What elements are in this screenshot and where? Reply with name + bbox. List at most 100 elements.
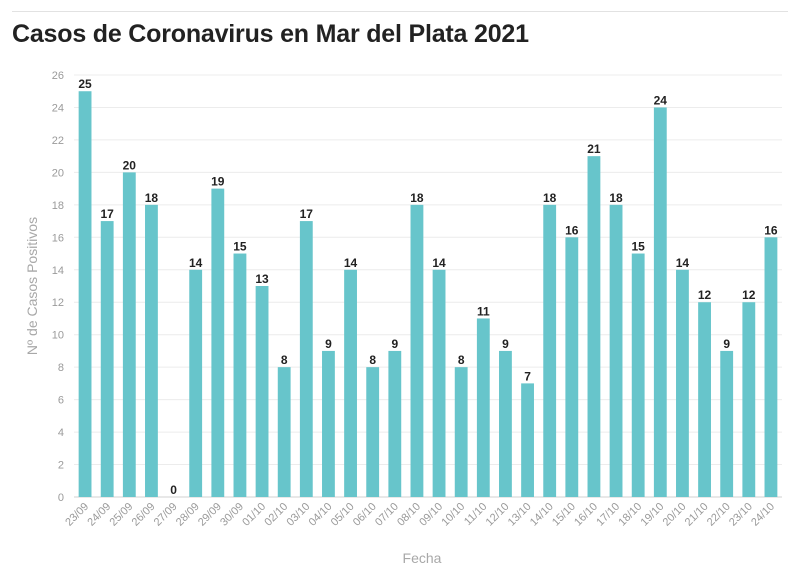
bar [432, 269, 446, 497]
y-tick-label: 0 [58, 492, 64, 504]
bar [255, 286, 269, 497]
bar [454, 367, 468, 497]
data-label: 0 [170, 483, 177, 497]
bar [277, 367, 291, 497]
bar [543, 204, 557, 497]
data-label: 11 [477, 304, 490, 318]
y-tick-label: 20 [52, 167, 64, 179]
top-divider [12, 11, 788, 12]
data-label: 14 [344, 256, 358, 270]
y-tick-label: 22 [52, 135, 64, 147]
x-tick-label: 30/09 [218, 501, 246, 529]
x-tick-label: 18/10 [616, 501, 644, 529]
x-tick-label: 24/10 [749, 501, 777, 529]
x-tick-label: 14/10 [528, 501, 556, 529]
x-tick-label: 03/10 [284, 501, 312, 529]
x-tick-label: 19/10 [638, 501, 666, 529]
data-label: 7 [524, 369, 531, 383]
data-label: 8 [369, 353, 376, 367]
data-label: 9 [391, 337, 398, 351]
data-label: 14 [189, 256, 203, 270]
x-tick-label: 06/10 [351, 501, 379, 529]
y-tick-label: 24 [52, 102, 64, 114]
y-tick-label: 26 [52, 70, 64, 82]
bar [100, 221, 114, 498]
data-label: 17 [101, 207, 115, 221]
x-tick-label: 10/10 [439, 501, 467, 529]
bar [233, 253, 247, 497]
bar [366, 367, 380, 497]
x-tick-label: 09/10 [417, 501, 445, 529]
data-label: 18 [609, 191, 623, 205]
x-tick-label: 26/09 [130, 501, 158, 529]
y-tick-label: 8 [58, 362, 64, 374]
y-tick-label: 18 [52, 200, 64, 212]
bar [388, 350, 402, 497]
chart-title: Casos de Coronavirus en Mar del Plata 20… [12, 20, 529, 48]
x-tick-label: 05/10 [329, 501, 357, 529]
bar [521, 383, 534, 497]
x-tick-label: 01/10 [240, 501, 268, 529]
bar [211, 188, 225, 497]
x-tick-label: 13/10 [506, 501, 534, 529]
y-tick-label: 14 [52, 265, 64, 277]
bar [609, 204, 623, 497]
bar [764, 237, 778, 498]
data-label: 15 [632, 240, 646, 254]
bar [631, 253, 645, 497]
bar [676, 269, 689, 497]
data-label: 15 [233, 240, 247, 254]
x-tick-label: 21/10 [683, 501, 711, 529]
data-label: 18 [410, 191, 424, 205]
y-tick-label: 10 [52, 330, 64, 342]
x-tick-label: 20/10 [661, 501, 689, 529]
y-tick-label: 12 [52, 297, 64, 309]
data-label: 14 [432, 256, 446, 270]
bar [299, 221, 313, 498]
bar [565, 237, 579, 498]
x-tick-label: 08/10 [395, 501, 423, 529]
bar [499, 350, 512, 497]
data-label: 13 [255, 272, 269, 286]
x-tick-label: 17/10 [594, 501, 622, 529]
x-tick-label: 28/09 [174, 501, 202, 529]
gridlines [74, 74, 782, 498]
data-label: 9 [723, 337, 730, 351]
x-tick-label: 07/10 [373, 501, 401, 529]
y-tick-label: 4 [58, 427, 64, 439]
data-label: 9 [502, 337, 509, 351]
data-label: 17 [300, 207, 314, 221]
data-label: 25 [78, 77, 92, 91]
data-label: 14 [676, 256, 690, 270]
x-tick-label: 29/09 [196, 501, 224, 529]
data-label: 21 [587, 142, 601, 156]
bar [122, 172, 136, 497]
data-label: 9 [325, 337, 332, 351]
data-label: 18 [543, 191, 557, 205]
data-label: 16 [565, 223, 579, 237]
bars [78, 91, 778, 498]
data-label: 8 [281, 353, 288, 367]
x-tick-label: 11/10 [462, 501, 489, 528]
data-label: 12 [742, 288, 756, 302]
x-tick-label: 16/10 [572, 501, 600, 529]
data-labels: 25 17 20 18 0 14 19 15 13 8 17 9 14 8 9 18 14 8 11 9 7 18 16 21… [78, 77, 778, 497]
bar [653, 107, 667, 497]
bar [587, 156, 601, 497]
data-label: 16 [764, 223, 778, 237]
y-axis-label: Nº de Casos Positivos [24, 217, 40, 355]
y-tick-label: 2 [58, 460, 64, 472]
bar [78, 91, 92, 497]
x-tick-label: 24/09 [85, 501, 113, 529]
x-tick-label: 27/09 [152, 501, 180, 529]
y-tick-label: 6 [58, 395, 64, 407]
x-axis-ticks: 23/0924/0925/0926/0927/0928/0929/0930/09… [63, 501, 777, 529]
bar [410, 204, 424, 497]
x-tick-label: 25/09 [107, 501, 135, 529]
bar [322, 350, 335, 497]
bar [720, 350, 734, 497]
bar [145, 204, 158, 497]
x-tick-label: 15/10 [550, 501, 578, 529]
